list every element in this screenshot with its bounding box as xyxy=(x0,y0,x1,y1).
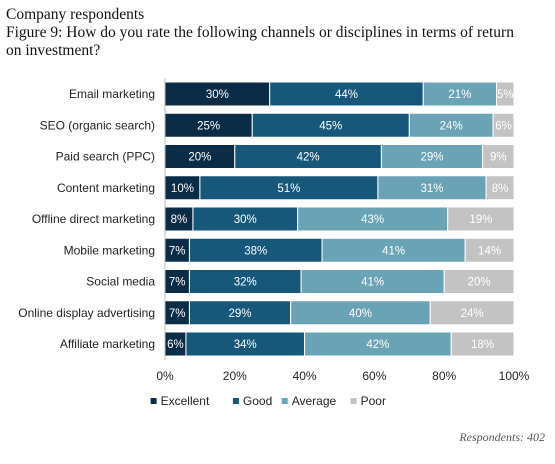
data-label: 41% xyxy=(382,245,405,257)
data-label: 18% xyxy=(471,339,494,351)
legend-entry: Good xyxy=(243,394,272,408)
chart-title: Company respondents Figure 9: How do you… xyxy=(6,6,551,60)
title-line-3: on investment? xyxy=(6,42,101,59)
x-tick-label: 40% xyxy=(293,369,317,383)
data-label: 41% xyxy=(361,277,384,289)
data-label: 6% xyxy=(167,339,184,351)
bar-segment xyxy=(485,175,515,201)
data-label: 38% xyxy=(244,245,267,257)
legend-swatch xyxy=(350,398,357,404)
bar-segment xyxy=(443,269,515,294)
category-label: Email marketing xyxy=(69,87,155,101)
category-label: Affiliate marketing xyxy=(60,337,155,351)
data-label: 20% xyxy=(468,277,491,289)
data-label: 5% xyxy=(497,89,514,101)
data-label: 14% xyxy=(478,245,501,257)
legend-entry: Average xyxy=(292,394,337,408)
data-label: 29% xyxy=(420,152,443,164)
data-label: 8% xyxy=(171,214,188,226)
bar-segment xyxy=(496,81,515,107)
x-tick-label: 0% xyxy=(156,369,174,383)
data-label: 7% xyxy=(169,245,186,257)
legend-entry: Excellent xyxy=(161,394,210,408)
x-tick-label: 60% xyxy=(362,369,386,383)
bar-segment xyxy=(300,269,445,294)
category-label: Online display advertising xyxy=(18,306,155,320)
category-label: Paid search (PPC) xyxy=(56,150,155,164)
legend-swatch xyxy=(281,398,288,404)
data-label: 6% xyxy=(495,120,512,132)
data-label: 7% xyxy=(169,308,186,320)
bar-segment xyxy=(269,81,424,107)
data-label: 29% xyxy=(229,308,252,320)
data-label: 40% xyxy=(349,308,372,320)
x-tick-label: 20% xyxy=(223,369,247,383)
bar-segment xyxy=(188,269,302,294)
bar-segment xyxy=(429,300,515,326)
bar-segment xyxy=(297,206,449,232)
data-label: 24% xyxy=(440,120,463,132)
legend-swatch xyxy=(150,398,157,404)
data-label: 21% xyxy=(448,89,471,101)
category-label: Social media xyxy=(86,275,155,289)
x-tick-label: 100% xyxy=(499,369,530,383)
data-label: 10% xyxy=(171,183,194,195)
bar-segment xyxy=(321,237,466,263)
category-label: Mobile marketing xyxy=(64,243,155,257)
data-label: 31% xyxy=(420,183,443,195)
data-label: 20% xyxy=(188,152,211,164)
bar-segment xyxy=(380,144,484,169)
bar-segment xyxy=(164,81,271,107)
data-label: 19% xyxy=(469,214,492,226)
bar-segment xyxy=(422,81,498,107)
data-label: 30% xyxy=(234,214,257,226)
respondents-footnote: Respondents: 402 xyxy=(459,430,545,444)
bar-segment xyxy=(199,175,379,201)
data-label: 34% xyxy=(234,339,257,351)
data-label: 25% xyxy=(197,120,220,132)
category-label: Offline direct marketing xyxy=(32,212,155,226)
bar-segment xyxy=(492,112,515,138)
category-label: SEO (organic search) xyxy=(40,118,155,132)
bar-segment xyxy=(192,206,299,232)
data-label: 9% xyxy=(490,152,507,164)
legend-entry: Poor xyxy=(361,394,386,408)
category-label: Content marketing xyxy=(57,181,155,195)
bar-segment xyxy=(290,300,431,326)
bar-segment xyxy=(185,331,306,357)
data-label: 24% xyxy=(461,308,484,320)
data-label: 42% xyxy=(297,152,320,164)
bar-segment xyxy=(447,206,515,232)
bar-segment xyxy=(164,206,194,232)
data-label: 44% xyxy=(335,89,358,101)
data-label: 32% xyxy=(234,277,257,289)
x-tick-label: 80% xyxy=(432,369,456,383)
bar-segment xyxy=(377,175,487,201)
bar-segment xyxy=(408,112,494,138)
data-label: 45% xyxy=(319,120,342,132)
bar-segment xyxy=(304,331,452,357)
title-line-2: Figure 9: How do you rate the following … xyxy=(6,24,514,41)
data-label: 43% xyxy=(361,214,384,226)
bar-segment xyxy=(464,237,515,263)
bar-segment xyxy=(164,144,236,169)
data-label: 30% xyxy=(206,89,229,101)
title-line-1: Company respondents xyxy=(6,6,145,23)
bar-segment xyxy=(188,237,323,263)
bar-segment xyxy=(482,144,515,169)
bar-segment xyxy=(450,331,515,357)
data-label: 8% xyxy=(492,183,509,195)
data-label: 51% xyxy=(277,183,300,195)
data-label: 42% xyxy=(366,339,389,351)
data-label: 7% xyxy=(169,277,186,289)
legend-swatch xyxy=(232,398,239,404)
